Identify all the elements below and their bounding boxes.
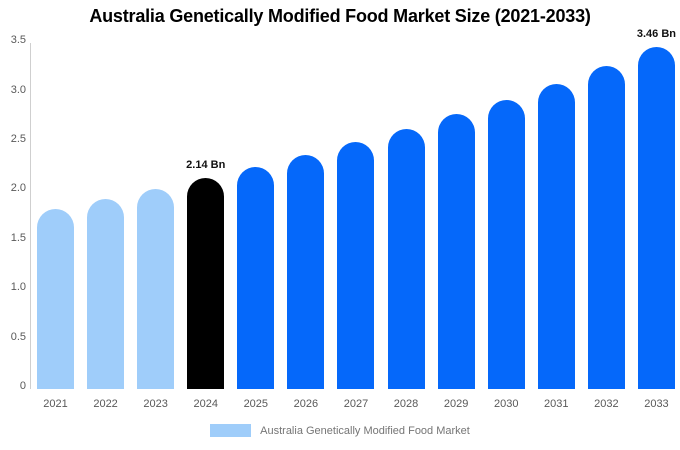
bar-2023 (137, 189, 175, 389)
y-axis-tick-label: 0.5 (10, 330, 26, 343)
legend-swatch (210, 424, 252, 437)
x-axis-tick-label: 2027 (343, 398, 369, 410)
bar-2028 (387, 129, 425, 389)
y-axis-tick-label: 3.5 (10, 34, 26, 47)
bar-2021 (37, 209, 74, 389)
bar-2027 (337, 142, 375, 389)
y-axis-tick-label: 2.0 (10, 182, 26, 195)
y-axis-tick-label: 3.0 (10, 83, 26, 96)
y-axis-line (30, 43, 31, 389)
x-axis-tick-label: 2028 (393, 398, 419, 410)
x-axis-tick-label: 2021 (43, 398, 68, 410)
x-axis-tick-label: 2024 (193, 398, 218, 410)
legend-label: Australia Genetically Modified Food Mark… (260, 424, 470, 437)
x-axis-tick-label: 2022 (93, 398, 118, 410)
bar-2032 (587, 65, 625, 389)
bar-2030 (487, 99, 525, 389)
x-axis-tick-label: 2029 (443, 398, 469, 410)
bar-value-label-2033: 3.46 Bn (636, 28, 677, 41)
bar-2024 (187, 177, 225, 389)
y-axis-tick-label: 0 (19, 380, 26, 392)
bar-2026 (287, 154, 325, 389)
bar-2025 (237, 166, 275, 389)
bar-value-label-2024: 2.14 Bn (186, 158, 226, 171)
bar-2029 (437, 114, 475, 389)
x-axis-tick-label: 2030 (493, 398, 519, 410)
x-axis-tick-label: 2023 (143, 398, 168, 410)
y-axis-tick-label: 1.5 (10, 231, 26, 244)
x-axis-tick-label: 2025 (243, 398, 269, 410)
y-axis-tick-label: 1.0 (10, 281, 26, 294)
chart-title: Australia Genetically Modified Food Mark… (89, 6, 591, 26)
x-axis-tick-label: 2026 (293, 398, 319, 410)
bar-2031 (537, 83, 575, 389)
bar-2033 (637, 47, 675, 389)
y-axis-tick-label: 2.5 (10, 133, 26, 145)
bar-2022 (87, 199, 125, 389)
legend: Australia Genetically Modified Food Mark… (0, 424, 680, 437)
x-axis-tick-label: 2031 (544, 398, 569, 410)
x-axis-tick-label: 2033 (644, 398, 669, 410)
x-axis-tick-label: 2032 (594, 398, 619, 410)
